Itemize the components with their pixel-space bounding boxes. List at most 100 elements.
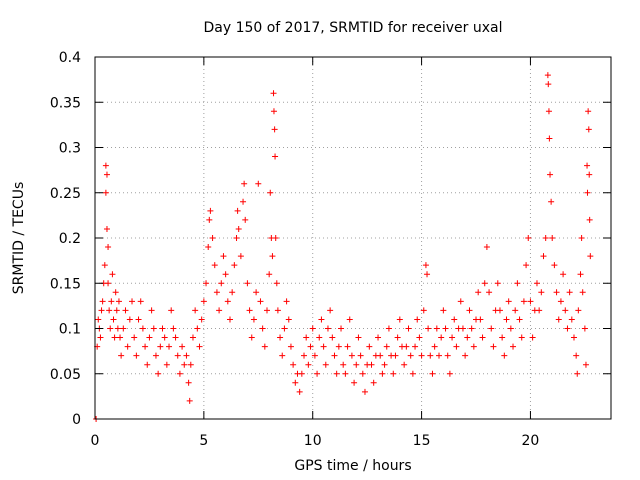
data-point	[405, 325, 412, 332]
data-point	[418, 352, 425, 359]
data-point	[520, 298, 527, 305]
data-point	[436, 352, 442, 359]
data-point	[359, 370, 366, 377]
data-point	[549, 235, 556, 241]
data-point	[185, 379, 192, 386]
data-point	[412, 343, 419, 350]
data-point	[109, 271, 116, 278]
data-point	[584, 189, 591, 196]
data-point	[582, 361, 589, 368]
data-point	[516, 316, 523, 323]
data-point	[95, 316, 102, 323]
data-point	[216, 307, 223, 314]
data-point	[575, 307, 582, 314]
data-point	[366, 343, 373, 350]
data-point	[203, 280, 210, 287]
data-point	[231, 262, 238, 269]
data-point	[486, 289, 493, 296]
data-point	[385, 325, 392, 332]
data-point	[285, 316, 292, 323]
data-point	[394, 334, 401, 341]
data-point	[103, 171, 110, 178]
data-point	[222, 271, 229, 278]
data-point	[307, 343, 314, 350]
data-point	[237, 253, 244, 260]
data-point	[547, 171, 554, 178]
data-point	[183, 352, 190, 359]
data-point	[587, 253, 594, 260]
data-point	[253, 289, 260, 296]
data-point	[327, 307, 334, 314]
data-point	[536, 307, 543, 314]
data-point	[172, 334, 179, 341]
data-point	[250, 316, 257, 323]
y-tick-label: 0.3	[59, 141, 81, 157]
data-point	[538, 289, 545, 296]
data-point	[105, 280, 112, 287]
data-point	[150, 325, 157, 332]
data-point	[331, 352, 338, 359]
data-point	[270, 108, 277, 115]
data-point	[209, 235, 216, 241]
data-point	[255, 180, 262, 187]
data-point	[244, 280, 251, 287]
data-point	[560, 271, 567, 278]
data-point	[174, 352, 181, 359]
data-point	[117, 334, 124, 341]
data-point	[211, 262, 218, 269]
data-point	[318, 316, 325, 323]
data-point	[287, 343, 294, 350]
data-point	[155, 370, 162, 377]
data-point	[446, 370, 453, 377]
data-point	[213, 289, 220, 296]
data-point	[453, 343, 460, 350]
data-point	[112, 289, 119, 296]
data-point	[584, 162, 591, 169]
data-point	[390, 370, 397, 377]
data-point	[133, 352, 140, 359]
data-point	[357, 352, 364, 359]
data-point	[533, 280, 540, 287]
data-point	[562, 307, 569, 314]
data-point	[416, 334, 423, 341]
data-point	[224, 298, 231, 305]
data-point	[277, 334, 284, 341]
data-point	[229, 289, 236, 296]
plot-area-border	[94, 56, 612, 420]
data-point	[414, 316, 421, 323]
data-point	[407, 352, 414, 359]
data-point	[176, 370, 183, 377]
data-point	[259, 325, 266, 332]
y-tick-label: 0.2	[59, 231, 81, 247]
data-point	[108, 298, 115, 305]
data-point	[451, 316, 458, 323]
data-point	[585, 126, 592, 133]
data-point	[466, 307, 473, 314]
data-point	[218, 280, 225, 287]
data-point	[340, 361, 347, 368]
data-point	[316, 334, 323, 341]
data-points	[93, 72, 594, 422]
data-point	[420, 307, 427, 314]
data-point	[271, 126, 278, 133]
data-point	[329, 334, 336, 341]
data-point	[379, 370, 386, 377]
data-point	[470, 343, 477, 350]
data-point	[523, 262, 530, 269]
data-point	[305, 361, 312, 368]
data-point	[464, 334, 471, 341]
data-point	[403, 343, 410, 350]
data-point	[240, 198, 247, 205]
data-point	[488, 325, 495, 332]
data-point	[110, 316, 117, 323]
data-point	[477, 316, 484, 323]
data-point	[137, 298, 144, 305]
data-point	[566, 289, 573, 296]
data-point	[440, 307, 447, 314]
data-point	[507, 325, 514, 332]
data-point	[490, 343, 497, 350]
data-point	[503, 316, 510, 323]
x-axis-label: GPS time / hours	[294, 458, 411, 474]
data-point	[235, 225, 242, 232]
data-point	[348, 352, 355, 359]
